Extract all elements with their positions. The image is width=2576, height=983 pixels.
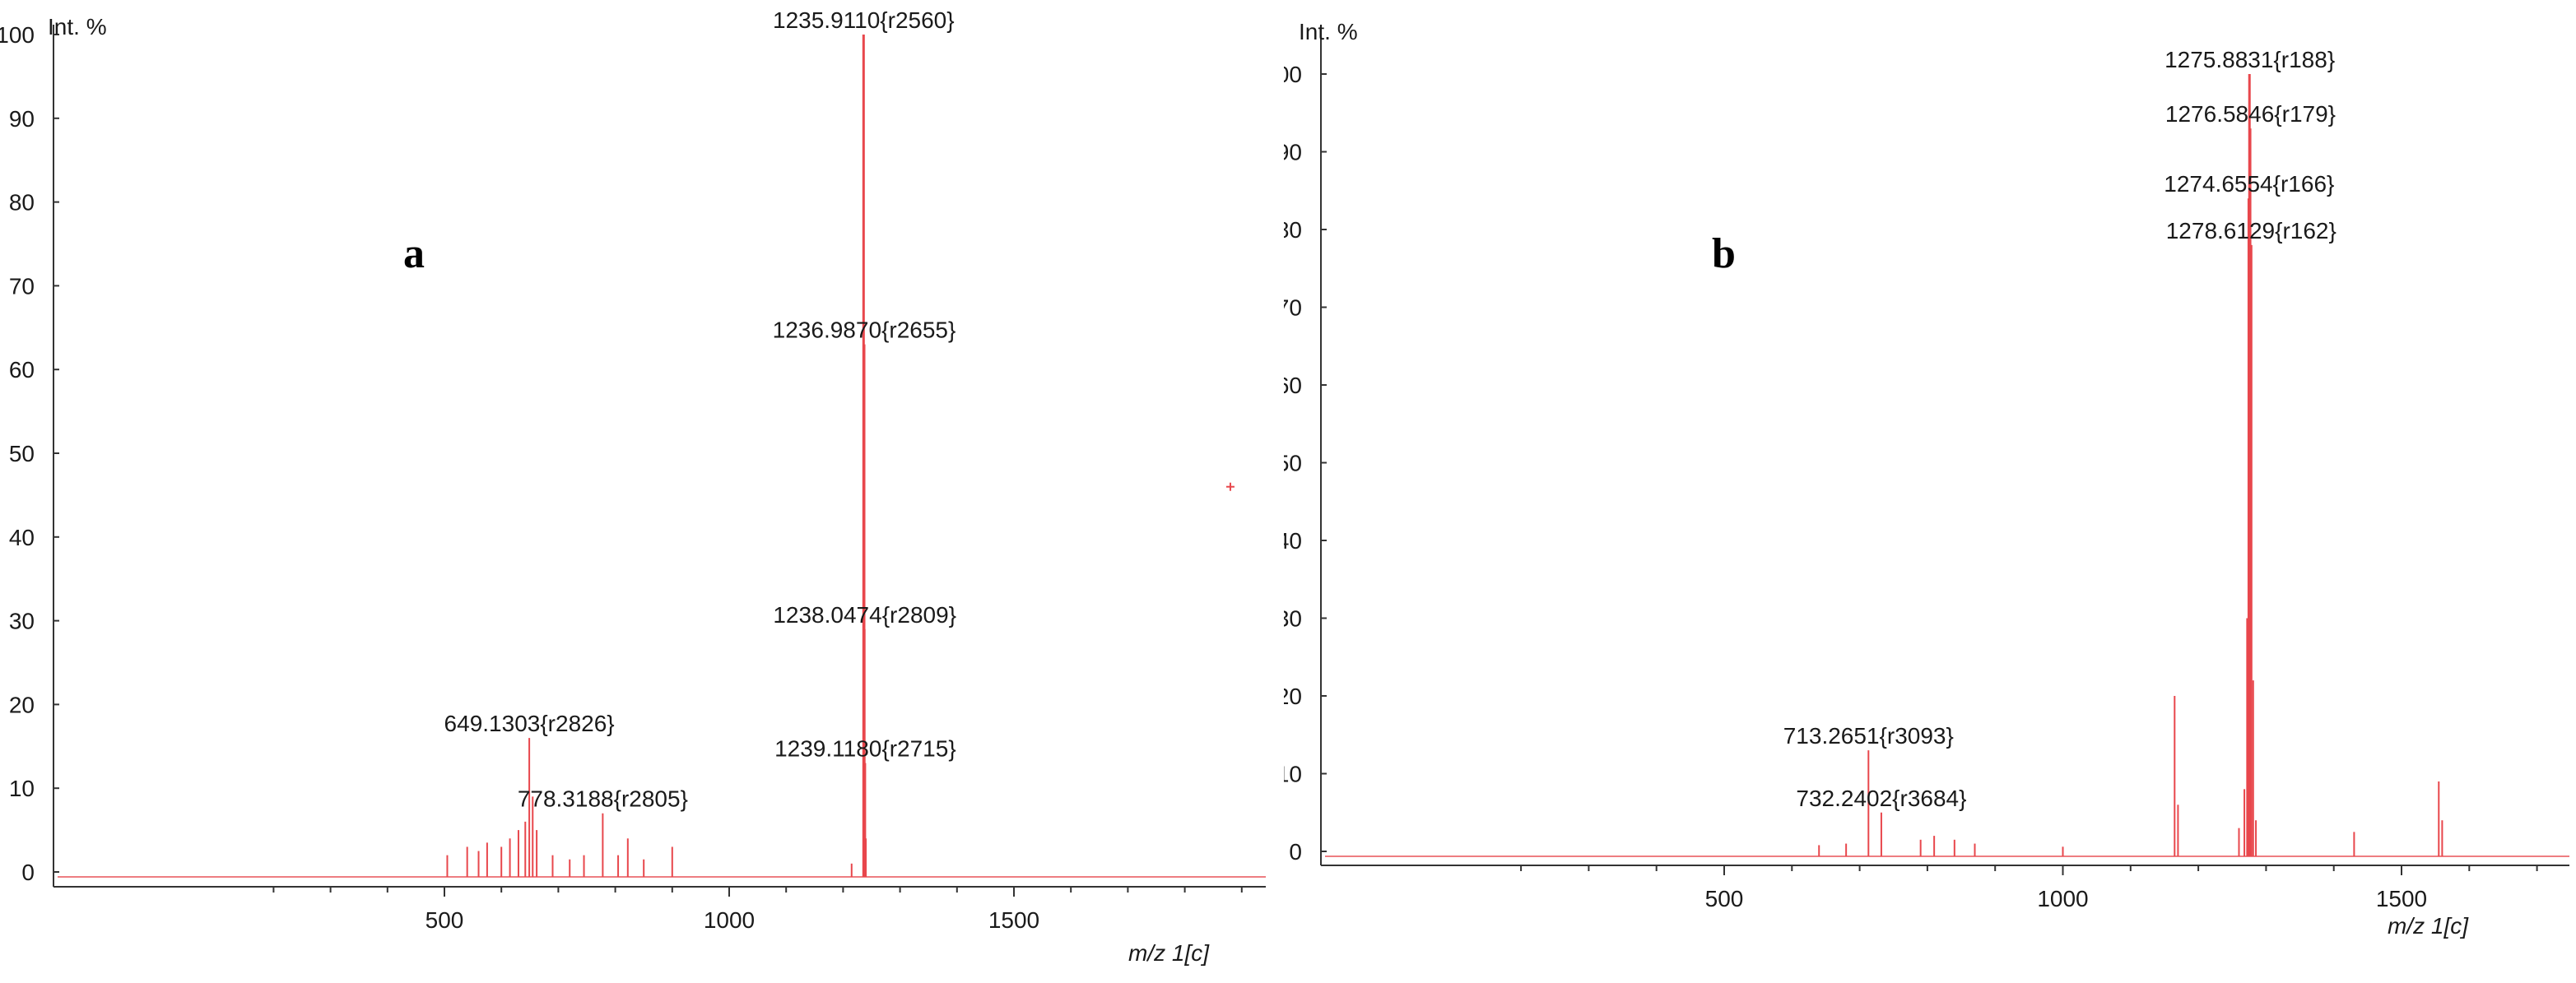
peak-annotation: 1239.1180{r2715} — [774, 736, 956, 762]
y-tick-label: 60 — [1284, 373, 1302, 398]
y-tick-label: 60 — [9, 357, 35, 383]
y-tick-label: 90 — [1284, 140, 1302, 165]
x-axis-label: m/z 1[c] — [1128, 940, 1210, 966]
y-tick-label: 50 — [1284, 451, 1302, 476]
x-tick-label: 500 — [425, 907, 464, 933]
peak-annotation: 1275.8831{r188} — [2164, 47, 2335, 72]
y-tick-label: 40 — [9, 525, 35, 550]
peak-annotation: 1235.9110{r2560} — [773, 7, 955, 33]
y-tick-label: 10 — [9, 776, 35, 801]
peak-annotation: 732.2402{r3684} — [1796, 786, 1966, 811]
peak-annotation: 713.2651{r3093} — [1783, 723, 1954, 749]
annotations-b: b 1275.8831{r188} 1276.5846{r179} 1274.6554… — [1712, 47, 2337, 811]
x-tick-label: 1000 — [2037, 886, 2088, 911]
y-tick-label: 30 — [1284, 606, 1302, 632]
y-tick-label: 30 — [9, 609, 35, 634]
spectrum-chart-b: 0 10 20 30 40 50 60 70 80 90 100 500 1000 1500 Int. % m… — [1284, 19, 2569, 939]
x-axis-label: m/z 1[c] — [2388, 913, 2469, 939]
spectrum-trace-a — [58, 35, 1266, 878]
y-tick-label: 100 — [0, 22, 35, 48]
peak-annotation: 778.3188{r2805} — [518, 786, 688, 812]
y-tick-label: 70 — [9, 273, 35, 299]
peak-annotation: 1278.6129{r162} — [2166, 218, 2337, 243]
spectrum-panel-a: 0 10 20 30 40 50 60 70 80 90 100 500 1000 1500 Int. % m… — [0, 0, 1284, 983]
peak-annotation: 649.1303{r2826} — [444, 711, 615, 736]
x-tick-label: 1500 — [988, 907, 1039, 933]
y-tick-label: 80 — [9, 190, 35, 216]
peak-annotation: 1274.6554{r166} — [2164, 171, 2334, 197]
y-axis-label: Int. % — [48, 14, 107, 39]
spectrum-chart-a: 0 10 20 30 40 50 60 70 80 90 100 500 1000 1500 Int. % m… — [0, 7, 1266, 966]
y-tick-label: 70 — [1284, 295, 1302, 321]
y-axis-label: Int. % — [1299, 19, 1358, 44]
annotations-a: a 1235.9110{r2560} 1236.9870{r2655} 1238.04… — [403, 7, 956, 812]
y-tick-label: 20 — [9, 692, 35, 717]
peak-annotation: 1236.9870{r2655} — [773, 318, 956, 343]
y-tick-label: 90 — [9, 106, 35, 132]
y-tick-label: 80 — [1284, 217, 1302, 243]
y-tick-label: 100 — [1284, 62, 1302, 87]
spectrum-trace-b — [1325, 74, 2569, 857]
y-tick-label: 0 — [1289, 839, 1302, 865]
x-tick-label: 1500 — [2376, 886, 2427, 911]
peak-annotation: 1276.5846{r179} — [2165, 101, 2336, 127]
axes-a: 0 10 20 30 40 50 60 70 80 90 100 500 1000 1500 Int. % m… — [0, 14, 1266, 966]
spectrum-panel-b: 0 10 20 30 40 50 60 70 80 90 100 500 1000 1500 Int. % m… — [1284, 0, 2576, 983]
y-tick-label: 10 — [1284, 762, 1302, 787]
y-tick-label: 0 — [21, 860, 35, 885]
x-tick-label: 500 — [1705, 886, 1744, 911]
y-tick-label: 40 — [1284, 528, 1302, 554]
x-tick-label: 1000 — [704, 907, 755, 933]
y-tick-label: 50 — [9, 441, 35, 466]
axes-b: 0 10 20 30 40 50 60 70 80 90 100 500 1000 1500 Int. % m… — [1284, 19, 2569, 939]
panel-label: a — [403, 230, 425, 277]
y-tick-label: 20 — [1284, 684, 1302, 709]
panel-label: b — [1712, 230, 1736, 277]
peak-annotation: 1238.0474{r2809} — [773, 602, 956, 628]
